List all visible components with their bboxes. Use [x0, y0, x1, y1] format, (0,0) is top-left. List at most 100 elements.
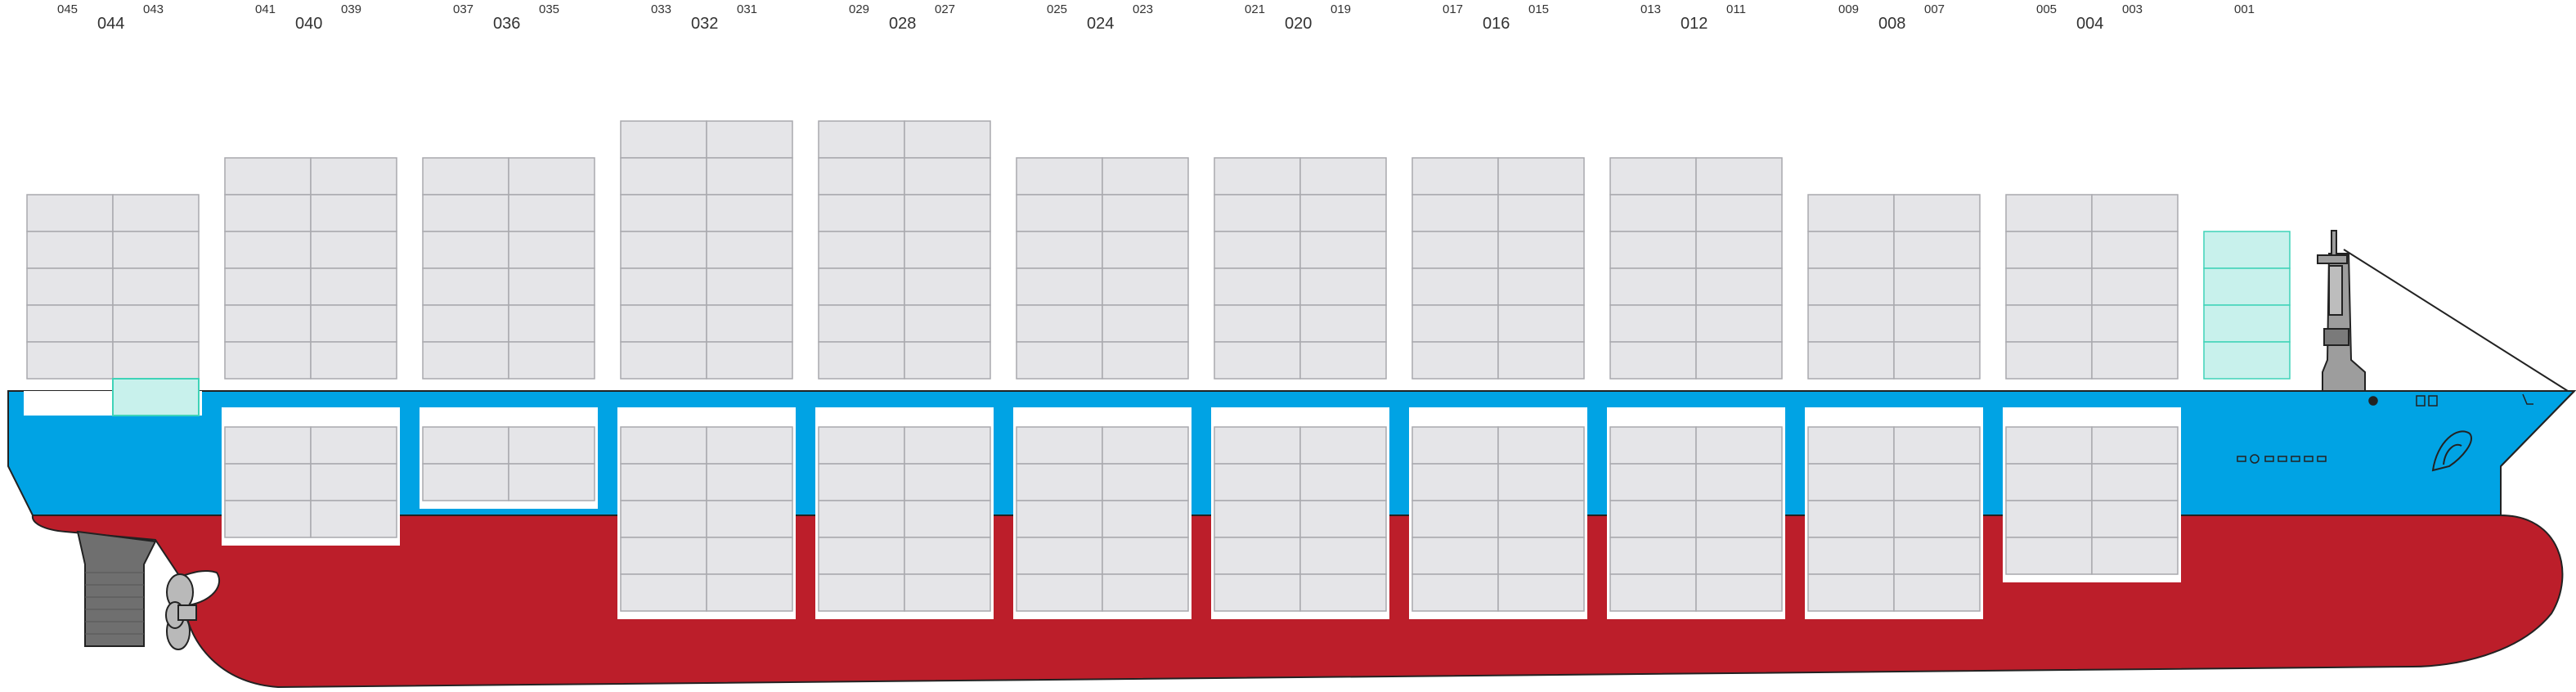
hold-container[interactable] [1609, 463, 1697, 501]
deck-container[interactable] [1893, 231, 1981, 269]
deck-container[interactable] [2091, 341, 2179, 380]
hold-container[interactable] [1016, 426, 1103, 465]
deck-container[interactable] [2005, 304, 2093, 343]
deck-container[interactable] [1807, 231, 1895, 269]
hold-container[interactable] [1411, 537, 1499, 575]
deck-container[interactable] [1695, 231, 1783, 269]
hold-container[interactable] [2091, 500, 2179, 538]
deck-container[interactable] [1893, 304, 1981, 343]
hold-container[interactable] [818, 500, 905, 538]
deck-container[interactable] [620, 120, 707, 159]
deck-container[interactable] [1695, 304, 1783, 343]
hold-container[interactable] [1609, 537, 1697, 575]
hold-container[interactable] [310, 426, 397, 465]
deck-container[interactable] [904, 231, 991, 269]
deck-container[interactable] [1497, 231, 1585, 269]
deck-container[interactable] [112, 304, 200, 343]
hold-container[interactable] [1893, 537, 1981, 575]
deck-container[interactable] [1299, 157, 1387, 195]
deck-container[interactable] [904, 157, 991, 195]
deck-container[interactable] [818, 194, 905, 232]
deck-container[interactable] [224, 157, 312, 195]
deck-container[interactable] [706, 304, 793, 343]
deck-container[interactable] [1497, 304, 1585, 343]
deck-container[interactable] [1695, 341, 1783, 380]
deck-container[interactable] [1497, 194, 1585, 232]
deck-container[interactable] [2203, 304, 2291, 343]
deck-container[interactable] [310, 157, 397, 195]
deck-container[interactable] [1299, 304, 1387, 343]
deck-container[interactable] [2005, 231, 2093, 269]
deck-container[interactable] [2091, 194, 2179, 232]
hold-container[interactable] [1214, 573, 1301, 612]
deck-container[interactable] [620, 194, 707, 232]
hold-container[interactable] [422, 463, 509, 501]
deck-container[interactable] [422, 157, 509, 195]
hold-container[interactable] [1102, 573, 1189, 612]
deck-container[interactable] [1893, 267, 1981, 306]
deck-container[interactable] [1695, 267, 1783, 306]
deck-container[interactable] [1299, 194, 1387, 232]
deck-container[interactable] [1016, 267, 1103, 306]
deck-container[interactable] [620, 157, 707, 195]
hold-container[interactable] [706, 573, 793, 612]
hold-container[interactable] [904, 500, 991, 538]
hold-container[interactable] [2005, 426, 2093, 465]
hold-container[interactable] [1016, 463, 1103, 501]
hold-container[interactable] [1893, 500, 1981, 538]
deck-container[interactable] [706, 267, 793, 306]
deck-container[interactable] [1214, 157, 1301, 195]
hold-container[interactable] [508, 463, 595, 501]
hold-container[interactable] [1695, 463, 1783, 501]
deck-container[interactable] [422, 304, 509, 343]
deck-container[interactable] [1016, 304, 1103, 343]
deck-container[interactable] [422, 267, 509, 306]
deck-container[interactable] [1411, 231, 1499, 269]
hold-container[interactable] [1695, 500, 1783, 538]
hold-container[interactable] [1695, 537, 1783, 575]
deck-container[interactable] [818, 304, 905, 343]
hold-container[interactable] [224, 500, 312, 538]
hold-container[interactable] [904, 463, 991, 501]
deck-container[interactable] [1807, 341, 1895, 380]
deck-container[interactable] [508, 157, 595, 195]
deck-container[interactable] [422, 194, 509, 232]
deck-container[interactable] [2091, 231, 2179, 269]
hold-container[interactable] [1411, 500, 1499, 538]
hold-container[interactable] [904, 537, 991, 575]
hold-container[interactable] [1214, 537, 1301, 575]
hold-container[interactable] [1411, 426, 1499, 465]
deck-container[interactable] [224, 194, 312, 232]
hold-container[interactable] [1893, 426, 1981, 465]
deck-container[interactable] [818, 157, 905, 195]
deck-container[interactable] [26, 267, 114, 306]
hold-container[interactable] [620, 426, 707, 465]
hold-container[interactable] [706, 426, 793, 465]
deck-container[interactable] [1411, 267, 1499, 306]
deck-container[interactable] [26, 341, 114, 380]
deck-container[interactable] [904, 120, 991, 159]
deck-container[interactable] [112, 194, 200, 232]
hold-container[interactable] [1807, 500, 1895, 538]
hold-container[interactable] [310, 463, 397, 501]
deck-container[interactable] [1102, 231, 1189, 269]
deck-container[interactable] [1016, 231, 1103, 269]
hold-container[interactable] [620, 537, 707, 575]
hold-container[interactable] [508, 426, 595, 465]
deck-container[interactable] [1807, 267, 1895, 306]
highlighted-container[interactable] [112, 378, 200, 416]
deck-container[interactable] [1411, 304, 1499, 343]
hold-container[interactable] [1299, 537, 1387, 575]
deck-container[interactable] [1102, 341, 1189, 380]
hold-container[interactable] [1609, 426, 1697, 465]
hold-container[interactable] [2005, 537, 2093, 575]
deck-container[interactable] [1807, 194, 1895, 232]
deck-container[interactable] [1299, 341, 1387, 380]
hold-container[interactable] [1695, 426, 1783, 465]
hold-container[interactable] [1299, 573, 1387, 612]
deck-container[interactable] [224, 267, 312, 306]
deck-container[interactable] [2203, 267, 2291, 306]
deck-container[interactable] [224, 231, 312, 269]
deck-container[interactable] [1214, 194, 1301, 232]
hold-container[interactable] [1016, 500, 1103, 538]
